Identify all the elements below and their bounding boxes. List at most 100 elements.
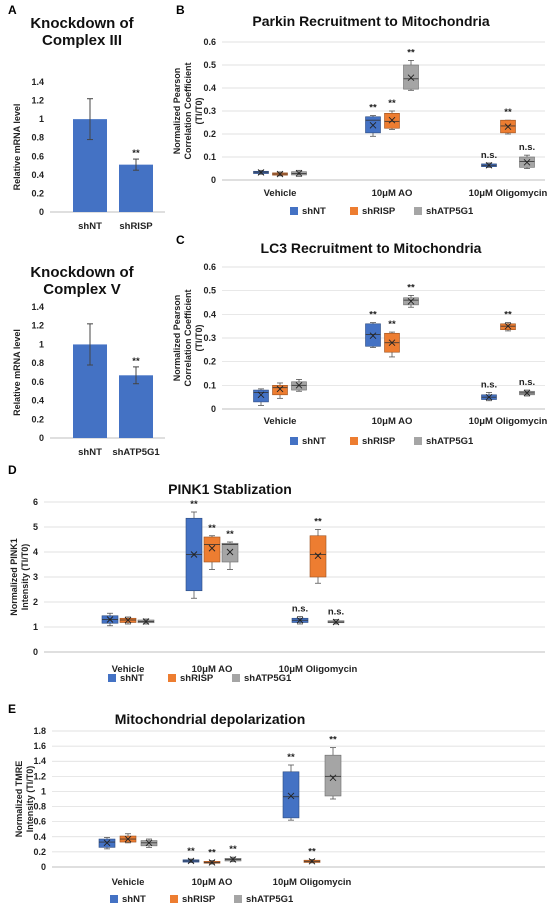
panel-label: B [176, 3, 185, 17]
y-tick-label: 0 [39, 207, 44, 217]
chart-title: LC3 Recruitment to Mitochondria [261, 240, 482, 256]
y-tick-label: 0.2 [31, 188, 44, 198]
mean-marker [332, 618, 340, 626]
legend-swatch [414, 437, 422, 445]
legend-swatch [414, 207, 422, 215]
y-tick-label: 1.4 [31, 302, 44, 312]
y-axis-label-line: Correlation Coefficient [183, 289, 193, 386]
x-category-label: Vehicle [112, 877, 145, 888]
mean-marker [229, 856, 237, 863]
y-tick-label: 0.2 [203, 129, 216, 139]
mean-marker [407, 74, 415, 81]
significance-label: n.s. [519, 142, 535, 153]
legend-label: shNT [302, 206, 326, 217]
mean-marker [106, 616, 114, 623]
y-tick-label: 0.6 [31, 377, 44, 387]
x-category-label: 10μM AO [372, 188, 413, 199]
y-tick-label: 0.6 [203, 37, 216, 47]
legend-label: shATP5G1 [246, 894, 294, 905]
legend-swatch [168, 674, 176, 682]
mean-marker [257, 169, 265, 176]
x-category-label: 10μM AO [372, 416, 413, 427]
y-tick-label: 0.8 [31, 358, 44, 368]
mean-marker [308, 858, 316, 865]
mean-marker [226, 548, 234, 556]
y-tick-label: 0.2 [31, 414, 44, 424]
y-tick-label: 0.4 [33, 832, 46, 842]
y-tick-label: 1.2 [31, 96, 44, 106]
y-tick-label: 0.3 [203, 106, 216, 116]
significance-label: ** [504, 310, 512, 321]
box [253, 389, 269, 403]
significance-label: ** [369, 310, 377, 321]
y-tick-label: 4 [33, 547, 38, 557]
legend-label: shNT [302, 436, 326, 447]
significance-label: ** [329, 735, 337, 746]
significance-label: ** [388, 319, 396, 330]
significance-label: ** [132, 148, 140, 159]
y-tick-label: 0 [33, 647, 38, 657]
significance-label: ** [208, 848, 216, 859]
mean-marker [103, 839, 111, 847]
significance-label: ** [407, 47, 415, 58]
mean-marker [407, 297, 415, 305]
mean-marker [187, 857, 195, 865]
y-axis-label: Relative mRNA level [12, 329, 22, 416]
legend-label: shRISP [180, 673, 214, 684]
legend-label: shATP5G1 [426, 436, 474, 447]
significance-label: ** [407, 282, 415, 293]
significance-label: ** [226, 529, 234, 540]
legend-swatch [110, 895, 118, 903]
y-tick-label: 6 [33, 497, 38, 507]
y-tick-label: 0.6 [33, 817, 46, 827]
y-axis-label-line: (Tl/T0) [194, 325, 204, 352]
y-tick-label: 0.5 [203, 286, 216, 296]
x-category-label: Vehicle [264, 188, 297, 199]
x-category-label: shNT [78, 221, 102, 232]
mean-marker [523, 158, 531, 166]
y-tick-label: 0.8 [33, 802, 46, 812]
x-category-label: shNT [78, 447, 102, 458]
significance-label: n.s. [292, 604, 308, 615]
chart-B: B Parkin Recruitment to Mitochondria 0 0.1 0… [172, 3, 548, 217]
chart-title-line: Complex III [42, 32, 122, 49]
y-tick-label: 0.4 [31, 170, 44, 180]
chart-title: Mitochondrial depolarization [115, 711, 306, 727]
bar [119, 375, 153, 438]
x-category-label: shRISP [119, 221, 153, 232]
legend-swatch [234, 895, 242, 903]
y-axis-label-line: Normalized PINK1 [9, 538, 19, 616]
y-tick-label: 0.4 [31, 396, 44, 406]
chart-title: Parkin Recruitment to Mitochondria [252, 13, 489, 29]
y-tick-label: 0.3 [203, 333, 216, 343]
legend-swatch [290, 437, 298, 445]
mean-marker [388, 339, 396, 347]
mean-marker [485, 393, 493, 401]
y-tick-label: 0.2 [203, 357, 216, 367]
y-axis-label: Relative mRNA level [12, 104, 22, 191]
significance-label: ** [308, 846, 316, 857]
y-tick-label: 0.8 [31, 133, 44, 143]
mean-marker [369, 121, 377, 129]
significance-label: ** [504, 107, 512, 118]
x-category-label: Vehicle [264, 416, 297, 427]
significance-label: n.s. [328, 607, 344, 618]
mean-marker [296, 616, 304, 624]
panel-label: E [8, 702, 16, 716]
mean-marker [295, 170, 303, 177]
mean-marker [287, 792, 295, 800]
y-axis-label-line: Normalized Pearson [172, 295, 182, 382]
significance-label: ** [369, 103, 377, 114]
legend-swatch [232, 674, 240, 682]
y-tick-label: 0 [211, 175, 216, 185]
legend-label: shRISP [362, 436, 396, 447]
mean-marker [388, 116, 396, 124]
chart-C: C LC3 Recruitment to Mitochondria 0 0.1 0.2 0… [172, 233, 548, 447]
mean-marker [369, 332, 377, 339]
y-tick-label: 1.2 [31, 321, 44, 331]
box [203, 536, 221, 563]
legend-swatch [350, 207, 358, 215]
significance-label: ** [314, 517, 322, 528]
y-axis-label-line: Intensity (Tl/T0) [20, 544, 30, 611]
y-tick-label: 1.4 [33, 756, 46, 766]
